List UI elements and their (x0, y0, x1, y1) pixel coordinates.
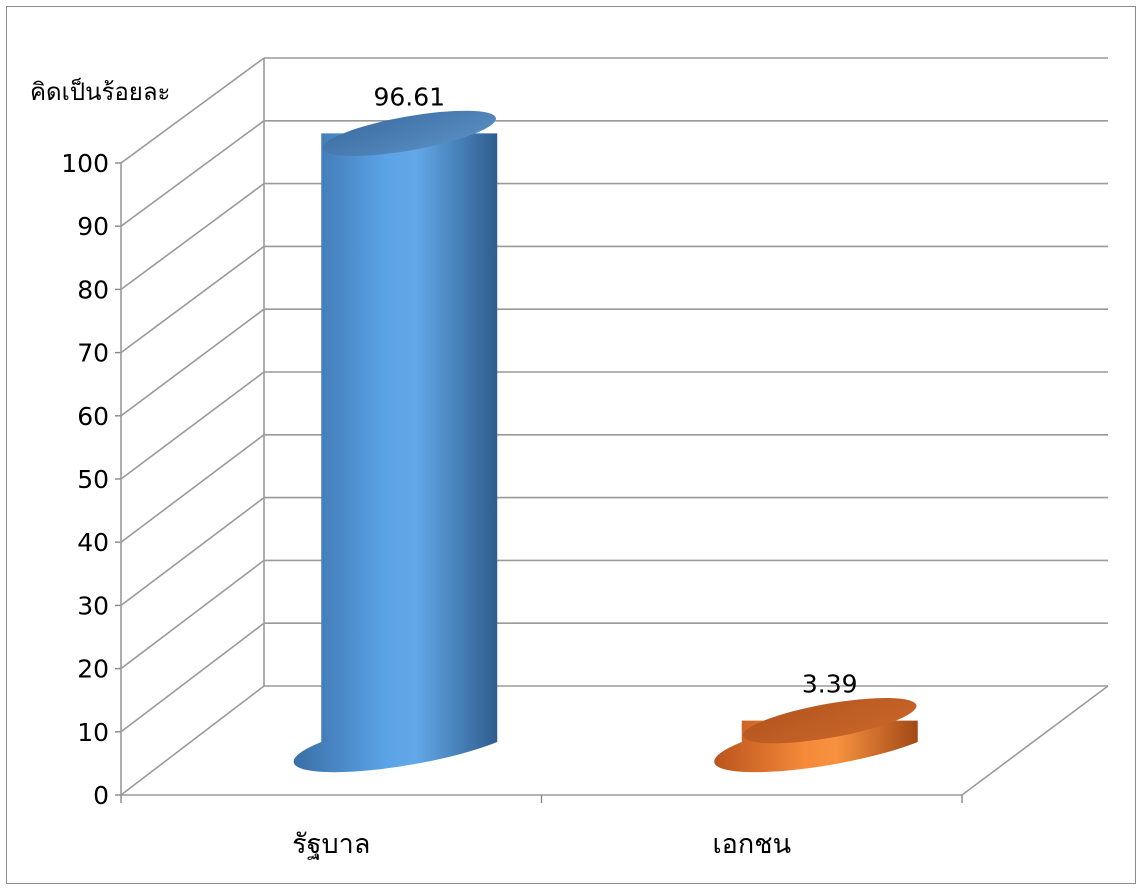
data-label: 3.39 (802, 670, 858, 699)
gridline-side (120, 622, 265, 733)
category-label: รัฐบาล (292, 829, 370, 860)
gridline-side (120, 120, 265, 227)
gridline-side (120, 182, 265, 291)
y-tick-label: 40 (77, 528, 109, 557)
data-label: 96.61 (373, 82, 445, 111)
axes (115, 58, 963, 803)
gridline-side (120, 496, 265, 607)
bar-1 (714, 697, 918, 773)
y-tick-label: 10 (77, 718, 109, 747)
data-labels: 96.61 3.39 (373, 82, 857, 698)
bars (293, 110, 918, 773)
y-tick-label: 30 (77, 591, 109, 620)
gridline-side (120, 371, 265, 480)
gridline-side (120, 57, 265, 164)
y-tick-label: 50 (77, 465, 109, 494)
category-labels: รัฐบาล เอกชน (292, 829, 791, 860)
bar-0 (293, 110, 498, 773)
y-tick-label: 70 (77, 339, 109, 368)
y-tick-label: 0 (93, 781, 109, 810)
y-tick-label: 60 (77, 402, 109, 431)
gridline-side (120, 245, 265, 354)
floor-edge (121, 685, 1109, 796)
y-tick-label: 100 (61, 149, 109, 178)
y-tick-label: 80 (77, 275, 109, 304)
bar-body (293, 133, 498, 773)
gridline-side (120, 559, 265, 670)
gridline-side (120, 685, 265, 796)
chart-walls (121, 685, 1109, 796)
bar-top (743, 697, 917, 744)
gridline-side (120, 434, 265, 543)
y-tick-labels: 0 10 20 30 40 50 60 70 80 90 100 (61, 149, 109, 810)
gridline-side (120, 308, 265, 417)
y-axis-label: คิดเป็นร้อยละ (30, 77, 170, 106)
bar-top (322, 110, 496, 157)
chart-frame (6, 6, 1136, 884)
y-tick-label: 90 (77, 212, 109, 241)
category-label: เอกชน (712, 829, 791, 860)
gridlines (120, 57, 1108, 796)
y-tick-label: 20 (77, 655, 109, 684)
